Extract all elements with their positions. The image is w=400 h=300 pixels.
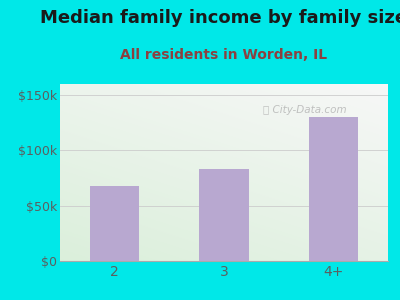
Bar [199,169,248,261]
Text: Ⓜ City-Data.com: Ⓜ City-Data.com [263,105,347,115]
Bar [90,186,139,261]
Bar [309,117,358,261]
Text: Median family income by family size: Median family income by family size [40,9,400,27]
Text: All residents in Worden, IL: All residents in Worden, IL [120,48,328,62]
